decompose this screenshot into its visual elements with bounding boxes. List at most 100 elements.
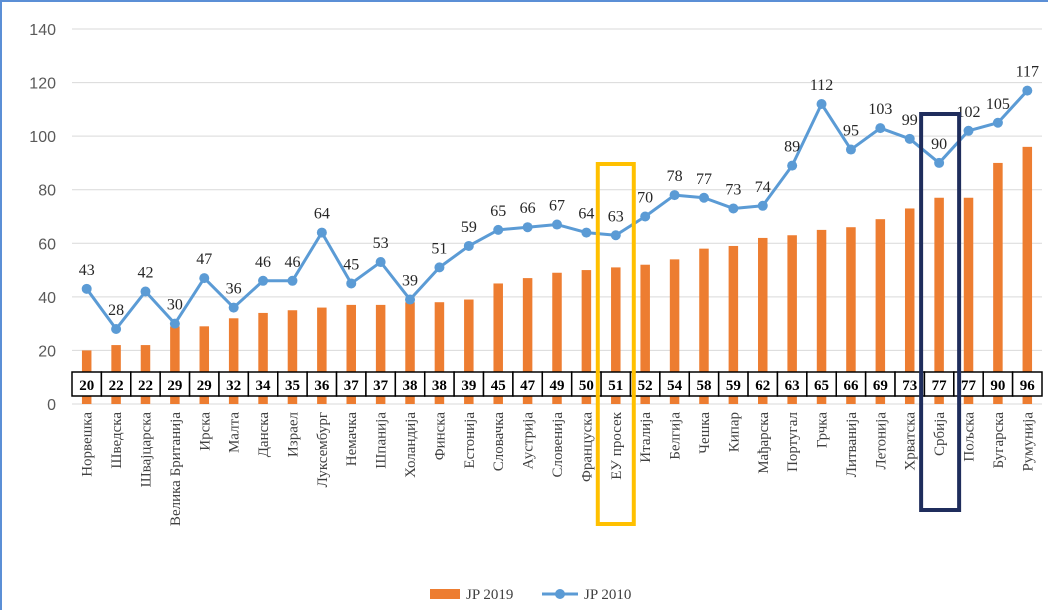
line-data-label: 102 (957, 104, 981, 121)
x-tick-label: Ирска (197, 412, 213, 451)
line-data-label: 39 (402, 273, 418, 290)
bar-value-label: 37 (373, 378, 389, 394)
legend-label-bar: JP 2019 (466, 587, 513, 603)
x-tick-label: Словенија (550, 412, 566, 478)
line-data-label: 30 (167, 297, 183, 314)
bar-value-label: 90 (990, 378, 1005, 394)
bar-value-label: 38 (432, 378, 447, 394)
bar-value-label: 50 (579, 378, 594, 394)
line-data-label: 99 (902, 112, 918, 129)
y-tick-label: 100 (29, 129, 56, 146)
line-point (816, 99, 827, 109)
y-tick-label: 40 (38, 290, 56, 307)
line-data-label: 65 (490, 203, 506, 220)
line-data-label: 90 (931, 136, 947, 153)
line-point (316, 227, 327, 238)
line-point (963, 125, 974, 136)
line-point (463, 240, 474, 251)
bar (405, 302, 415, 404)
bar-value-label: 29 (167, 378, 182, 394)
line-point (904, 133, 915, 144)
x-tick-label: Бугарска (991, 412, 1007, 469)
bar (170, 326, 180, 404)
line-data-label: 105 (986, 96, 1010, 113)
bar (993, 162, 1003, 404)
bar-value-box (423, 371, 455, 397)
line-point (258, 275, 269, 286)
bar (816, 229, 827, 404)
bar-value-label: 58 (696, 378, 711, 394)
bar-value-label: 29 (197, 378, 212, 394)
line-data-label: 70 (637, 190, 653, 207)
bar (875, 219, 886, 404)
line-point (581, 227, 592, 238)
line-points: 43 28 42 30 47 36 46 46 64 45 53 39 51 59 65 66 67 64 63 70… (79, 64, 1039, 334)
bar (346, 304, 356, 404)
x-tick-label: Израел (285, 411, 301, 457)
bar (464, 299, 474, 404)
line-point (552, 219, 562, 230)
line-data-label: 36 (226, 281, 242, 298)
x-tick-label: Србија (932, 412, 948, 456)
line-data-label: 77 (696, 171, 712, 188)
bar-value-label: 39 (461, 378, 476, 394)
x-tick-label: Грчка (815, 412, 831, 448)
bar (228, 318, 239, 404)
line-point (845, 144, 856, 155)
bar-value-box (1011, 371, 1043, 397)
bar-value-label: 62 (755, 378, 770, 394)
line-point (81, 283, 92, 294)
x-tick-label: Италија (638, 412, 654, 463)
bar (493, 283, 503, 404)
x-tick-label: Кипар (726, 412, 742, 452)
line-data-label: 42 (137, 265, 153, 282)
legend-swatch-bar (430, 589, 460, 599)
bar (258, 312, 268, 404)
x-tick-label: Шпанија (374, 412, 390, 469)
line-point (1022, 85, 1033, 96)
bar-value-label: 73 (902, 378, 917, 394)
bar (611, 267, 621, 404)
line-point (875, 123, 886, 134)
bar-value-label: 59 (726, 378, 741, 394)
bar-value-label: 49 (550, 378, 565, 394)
x-tick-label: Аустрија (521, 412, 537, 470)
bar-value-label: 32 (226, 378, 241, 394)
bar-value-label: 47 (520, 378, 536, 394)
y-tick-label: 80 (38, 183, 56, 200)
line-point (787, 160, 798, 171)
bar-value-label: 69 (873, 378, 888, 394)
legend: JP 2019 JP 2010 (430, 587, 631, 603)
bar-value-box (512, 371, 544, 397)
bar (728, 245, 739, 404)
x-tick-label: Румунија (1020, 412, 1036, 472)
line-data-label: 67 (549, 198, 565, 215)
x-tick-label: Француска (579, 412, 595, 482)
bar (758, 237, 768, 404)
bar (552, 272, 562, 404)
bar-value-label: 34 (256, 378, 272, 394)
bar-value-label: 77 (961, 378, 977, 394)
line-data-label: 95 (843, 123, 859, 140)
line-data-label: 78 (667, 168, 683, 185)
x-tick-label: Словачка (491, 412, 507, 472)
bar-value-box (600, 371, 632, 397)
x-tick-label: Белгија (668, 412, 684, 460)
line-point (405, 294, 416, 305)
line-point (610, 230, 621, 241)
bar (904, 208, 915, 404)
legend-label-line: JP 2010 (584, 587, 631, 603)
x-tick-label: Чешка (697, 412, 713, 454)
bar-series (81, 146, 1033, 404)
x-tick-label: Финска (432, 412, 448, 461)
x-tick-label: Шведска (109, 412, 125, 469)
highlight-box-serbia (919, 112, 962, 512)
line-point (140, 286, 151, 297)
x-tick-label: Велика Британија (168, 412, 184, 526)
line-data-label: 51 (431, 240, 447, 257)
x-tick-label: Хрватска (903, 412, 919, 471)
line-point (287, 275, 298, 286)
x-tick-label: Немачка (344, 412, 360, 467)
line-data-label: 64 (578, 206, 594, 223)
